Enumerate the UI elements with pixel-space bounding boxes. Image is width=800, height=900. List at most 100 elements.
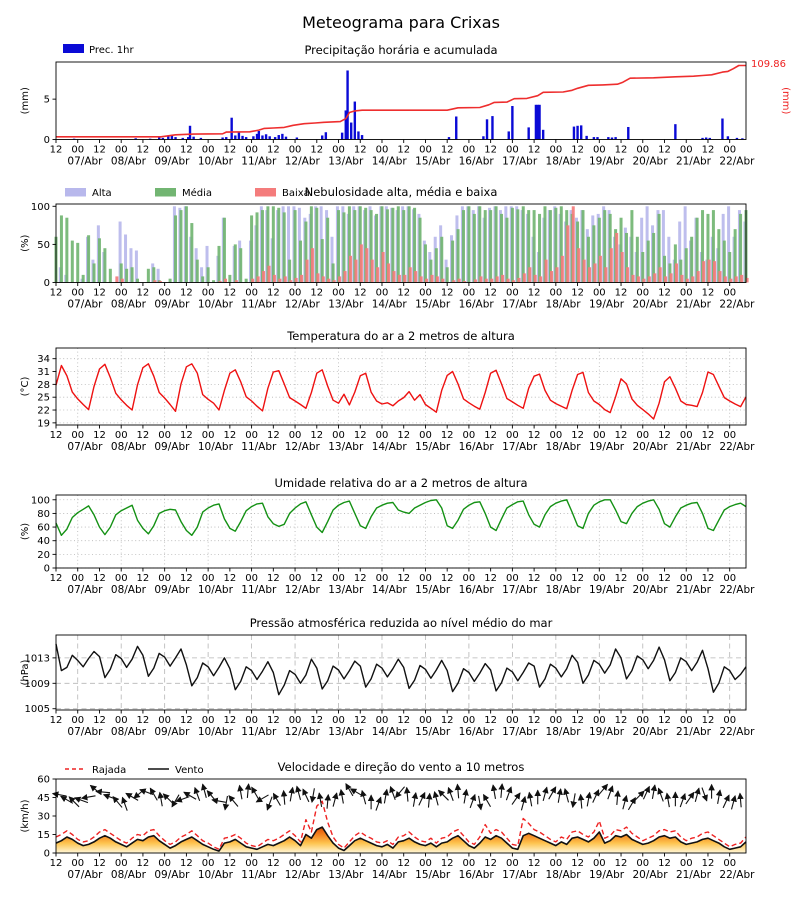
x-tick-label: 12 (615, 573, 628, 584)
wind-direction-arrow (228, 795, 239, 807)
cloud-bar-baixa (218, 280, 222, 283)
cloud-bar-média (255, 212, 259, 283)
cloud-bar-baixa (316, 273, 320, 283)
precip-bar (674, 124, 677, 140)
x-date-label: 11/Abr (241, 584, 277, 596)
x-tick-label: 12 (93, 573, 106, 584)
x-tick-label: 00 (115, 145, 128, 156)
x-tick-label: 00 (115, 288, 128, 299)
x-tick-label: 00 (463, 145, 476, 156)
x-tick-label: 12 (137, 288, 150, 299)
wind-direction-arrow (527, 791, 534, 807)
x-date-label: 21/Abr (676, 299, 712, 311)
x-date-label: 12/Abr (285, 441, 321, 453)
cloud-bar-média (521, 206, 525, 283)
precip-bar (187, 137, 190, 140)
x-date-label: 18/Abr (546, 584, 582, 596)
wind-direction-arrow (403, 786, 411, 802)
x-date-label: 22/Abr (719, 726, 755, 738)
x-tick-label: 00 (289, 288, 302, 299)
wind-direction-arrow (694, 787, 701, 802)
x-tick-label: 00 (289, 573, 302, 584)
cloud-bar-média (456, 229, 460, 283)
wind-direction-arrow (454, 783, 462, 799)
cloud-bar-média (695, 217, 699, 283)
cloud-bar-média (663, 255, 667, 283)
cloud-bar-alta (287, 206, 291, 283)
precip-bar (344, 110, 347, 140)
x-date-label: 08/Abr (111, 299, 147, 311)
cloud-bar-baixa (539, 276, 543, 283)
accumulated-total-annotation: 109.86 (751, 59, 786, 70)
cloud-bar-baixa (669, 273, 673, 283)
y-tick-label: 0 (44, 849, 50, 860)
cloud-bar-baixa (278, 278, 282, 283)
x-date-label: 19/Abr (589, 299, 625, 311)
x-date-label: 19/Abr (589, 584, 625, 596)
x-tick-label: 00 (723, 430, 736, 441)
x-tick-label: 12 (397, 288, 410, 299)
x-tick-label: 12 (223, 430, 236, 441)
cloud-bar-média (76, 242, 80, 283)
precip-bar (579, 125, 583, 140)
wind-direction-arrow (722, 794, 730, 809)
cloud-bar-média (510, 207, 514, 283)
x-date-label: 19/Abr (589, 156, 625, 168)
cloud-bar-média (461, 210, 465, 283)
x-tick-label: 12 (441, 858, 454, 869)
x-date-label: 16/Abr (459, 156, 495, 168)
cloud-bar-média (619, 217, 623, 283)
cloud-bar-média (298, 240, 302, 283)
precip-bar (455, 116, 458, 140)
wind-direction-arrow (701, 787, 708, 802)
precip-bar (538, 104, 541, 140)
cloud-bar-baixa (381, 252, 385, 283)
wind-direction-arrow (627, 796, 636, 811)
x-tick-label: 12 (223, 573, 236, 584)
x-tick-label: 12 (267, 145, 280, 156)
axis-frame (55, 494, 747, 569)
cloud-bar-baixa (511, 280, 515, 283)
cloud-bar-alta (678, 221, 682, 283)
precip-bar (708, 137, 711, 140)
x-date-label: 13/Abr (328, 156, 364, 168)
x-tick-label: 00 (419, 858, 432, 869)
cloud-bar-média (146, 268, 150, 283)
wind-direction-arrow (309, 788, 317, 803)
x-tick-label: 00 (376, 715, 389, 726)
precip-bar (541, 129, 545, 140)
precip-bar (237, 132, 241, 140)
cloud-bar-média (472, 213, 476, 283)
cloud-bar-média (396, 206, 400, 283)
cloud-bar-baixa (577, 248, 581, 283)
precip-bar (188, 125, 192, 140)
x-date-label: 16/Abr (459, 299, 495, 311)
cloud-bar-média (445, 267, 449, 283)
cloud-bar-baixa (387, 263, 391, 283)
cloud-bar-média (288, 259, 292, 283)
panel-title: Temperatura do ar a 2 metros de altura (286, 329, 515, 343)
cloud-bar-alta (640, 217, 644, 283)
x-tick-label: 12 (180, 573, 193, 584)
x-tick-label: 00 (419, 145, 432, 156)
x-tick-label: 12 (615, 145, 628, 156)
precip-bar (610, 137, 614, 140)
cloud-bar-média (309, 206, 313, 283)
wind-direction-arrow (642, 785, 650, 800)
x-tick-label: 12 (180, 858, 193, 869)
wind-direction-arrow (251, 786, 260, 800)
wind-direction-arrow (149, 787, 158, 801)
cloud-bar-baixa (332, 280, 336, 283)
x-tick-label: 12 (50, 715, 63, 726)
cloud-bar-baixa (120, 278, 124, 283)
x-tick-label: 12 (528, 573, 541, 584)
cloud-bar-média (217, 245, 221, 283)
x-tick-label: 12 (50, 573, 63, 584)
cloud-bar-alta (129, 248, 133, 283)
cloud-bar-baixa (636, 276, 640, 283)
cloud-bar-média (597, 217, 601, 283)
x-tick-label: 12 (441, 145, 454, 156)
cloud-bar-média (559, 206, 563, 283)
cloud-bar-baixa (365, 248, 369, 283)
x-tick-label: 12 (615, 288, 628, 299)
